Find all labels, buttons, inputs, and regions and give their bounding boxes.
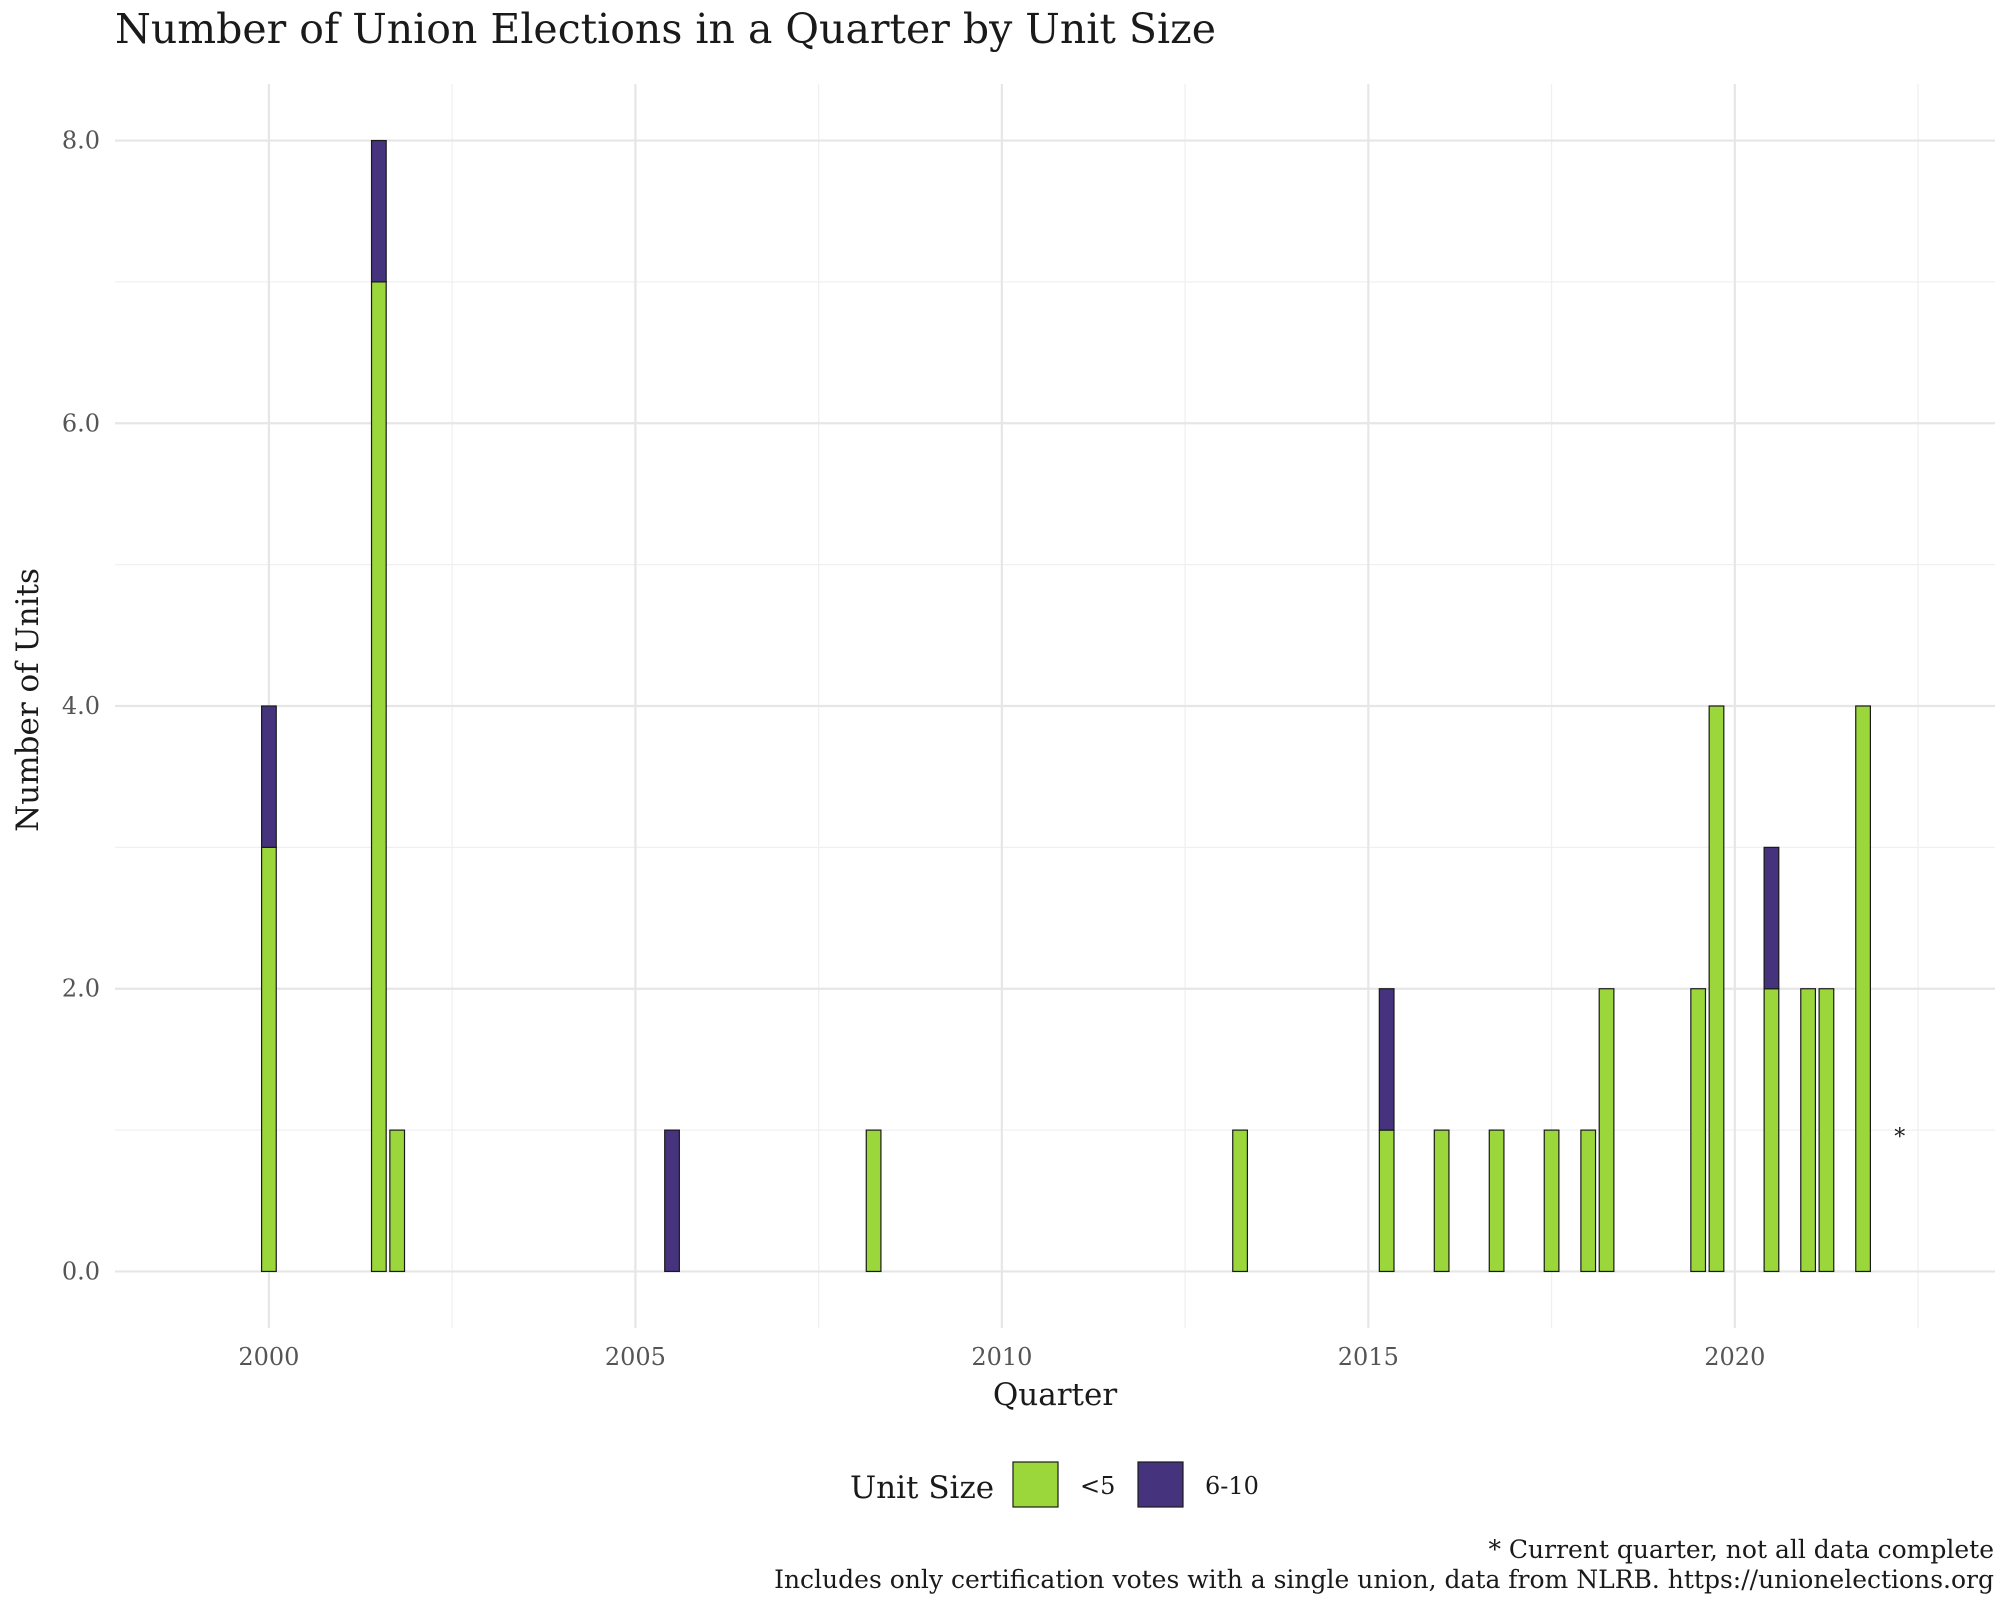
y-tick-label: 0.0 bbox=[62, 1257, 100, 1285]
bar-segment bbox=[1763, 988, 1780, 1273]
bar-segment bbox=[865, 1129, 882, 1273]
bar-segment bbox=[260, 705, 277, 848]
x-tick-labels: 2000 2005 2010 2015 2020 bbox=[238, 1343, 1765, 1371]
x-tick-label: 2020 bbox=[1704, 1343, 1765, 1371]
annotation-asterisk: * bbox=[1894, 1125, 1905, 1150]
x-tick-label: 2000 bbox=[238, 1343, 299, 1371]
bar-segment bbox=[370, 139, 387, 283]
chart-title: Number of Union Elections in a Quarter b… bbox=[115, 5, 1216, 53]
bar-segment bbox=[1708, 705, 1725, 1273]
bar-segment bbox=[1763, 846, 1780, 990]
bar-segment bbox=[1378, 1129, 1395, 1273]
grid bbox=[115, 84, 1995, 1328]
bar-segment bbox=[1818, 988, 1835, 1273]
legend-swatch-6-10 bbox=[1137, 1461, 1184, 1508]
bar-segment bbox=[370, 281, 387, 1273]
bars bbox=[260, 139, 1871, 1273]
x-tick-label: 2010 bbox=[971, 1343, 1032, 1371]
x-tick-label: 2015 bbox=[1338, 1343, 1399, 1371]
bar-segment bbox=[1690, 988, 1707, 1273]
bar-segment bbox=[1580, 1129, 1597, 1273]
annotations: * bbox=[1894, 1125, 1905, 1150]
bar-segment bbox=[1598, 988, 1615, 1273]
bar-segment bbox=[1378, 988, 1395, 1131]
x-axis-title: Quarter bbox=[993, 1377, 1117, 1413]
legend-label-lt5: <5 bbox=[1080, 1472, 1115, 1500]
caption-line-1: * Current quarter, not all data complete bbox=[1488, 1535, 1994, 1564]
bar-segment bbox=[1488, 1129, 1505, 1273]
y-tick-label: 8.0 bbox=[62, 127, 100, 155]
legend: Unit Size <5 6-10 bbox=[850, 1461, 1259, 1508]
x-tick-label: 2005 bbox=[605, 1343, 666, 1371]
caption-line-2: Includes only certification votes with a… bbox=[774, 1565, 1994, 1594]
bar-segment bbox=[260, 846, 277, 1273]
bar-segment bbox=[389, 1129, 406, 1273]
y-tick-label: 4.0 bbox=[62, 692, 100, 720]
y-tick-labels: 0.0 2.0 4.0 6.0 8.0 bbox=[62, 127, 100, 1286]
bar-segment bbox=[1543, 1129, 1560, 1273]
bar-segment bbox=[1232, 1129, 1248, 1273]
legend-swatch-lt5 bbox=[1012, 1461, 1059, 1508]
bar-segment bbox=[1433, 1129, 1450, 1273]
bar-segment bbox=[1855, 705, 1871, 1273]
legend-title: Unit Size bbox=[850, 1470, 994, 1506]
legend-label-6-10: 6-10 bbox=[1205, 1472, 1259, 1500]
bar-segment bbox=[664, 1129, 680, 1273]
y-axis-title: Number of Units bbox=[10, 568, 46, 832]
y-tick-label: 2.0 bbox=[62, 975, 100, 1003]
y-tick-label: 6.0 bbox=[62, 409, 100, 437]
bar-segment bbox=[1800, 988, 1817, 1273]
